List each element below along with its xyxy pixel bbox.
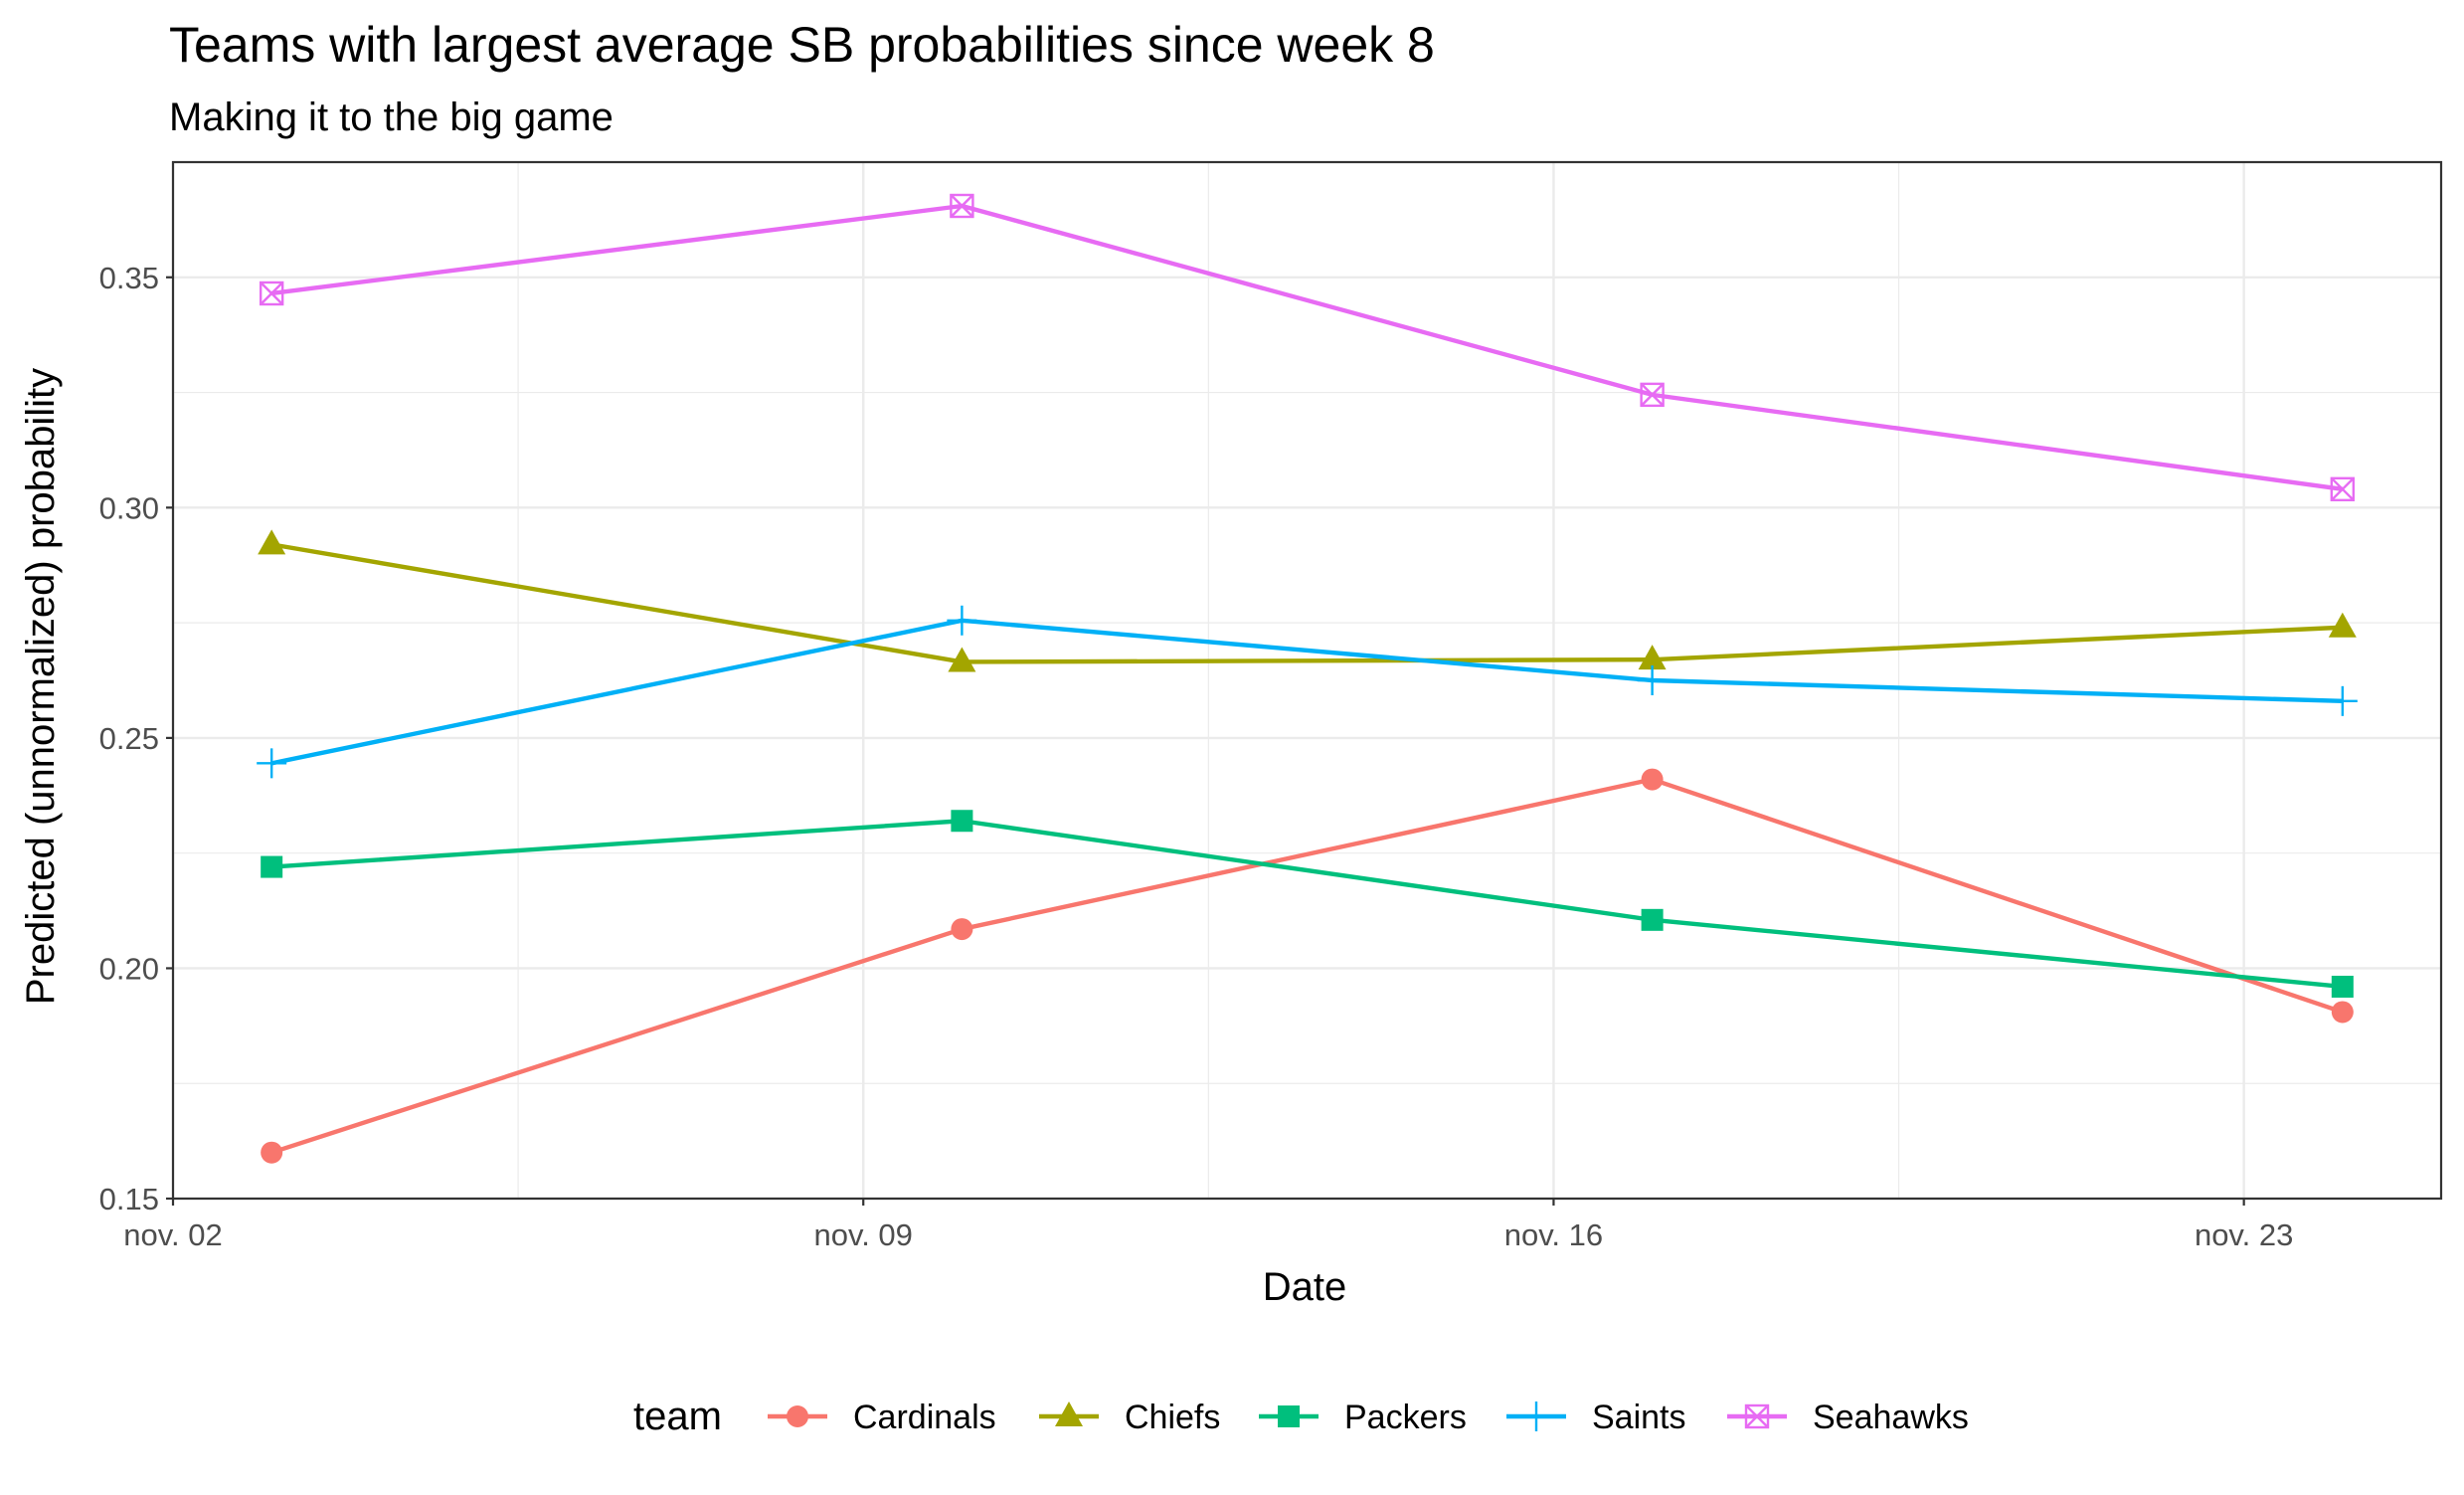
series-line-cardinals	[270, 777, 2344, 1155]
x-axis-title: Date	[1263, 1265, 1347, 1309]
y-tick-label: 0.35	[99, 261, 159, 295]
panel-border	[171, 160, 2443, 1201]
y-tick-label: 0.15	[99, 1182, 159, 1216]
data-point-chiefs	[2328, 612, 2357, 638]
series-line-seahawks	[270, 203, 2344, 491]
legend-label: Chiefs	[1125, 1399, 1220, 1436]
legend-key-marker	[1521, 1402, 1551, 1431]
legend-key-marker	[1744, 1403, 1770, 1429]
data-point-cardinals	[951, 918, 973, 941]
legend-items: Cardinals Chiefs Packers Saints Seahawks	[768, 1399, 1969, 1436]
x-tick-label: nov. 09	[814, 1217, 913, 1252]
legend-item-cardinals: Cardinals	[768, 1399, 996, 1436]
data-point-cardinals	[2331, 1001, 2354, 1024]
x-tick-label: nov. 23	[2195, 1217, 2293, 1252]
data-point-packers	[2331, 975, 2354, 998]
legend-label: Cardinals	[853, 1399, 996, 1436]
data-point-packers	[261, 855, 283, 878]
legend-key-marker	[1055, 1402, 1083, 1426]
legend-item-saints: Saints	[1506, 1399, 1686, 1436]
panel-background	[173, 162, 2441, 1199]
legend-item-chiefs: Chiefs	[1039, 1399, 1220, 1436]
chart-title: Teams with largest average SB probabilit…	[169, 17, 1435, 73]
x-tick-label: nov. 16	[1504, 1217, 1603, 1252]
y-axis-title: Predicted (unnormalized) probability	[19, 368, 63, 1005]
data-point-packers	[951, 810, 973, 833]
data-point-seahawks	[950, 193, 974, 219]
data-point-cardinals	[261, 1141, 283, 1164]
data-point-seahawks	[2330, 476, 2356, 502]
data-point-saints	[257, 748, 287, 779]
data-point-seahawks	[1640, 382, 1665, 408]
plot-panel	[171, 160, 2443, 1201]
series-line-packers	[271, 819, 2344, 990]
y-tick-label: 0.30	[99, 490, 159, 525]
data-point-saints	[1637, 665, 1668, 695]
data-point-cardinals	[1641, 768, 1664, 791]
y-tick-label: 0.25	[99, 721, 159, 756]
y-axis: 0.15 0.20 0.25 0.30 0.35	[99, 261, 173, 1216]
legend-item-packers: Packers	[1259, 1399, 1467, 1436]
series-line-saints	[270, 618, 2343, 766]
legend-label: Seahawks	[1813, 1399, 1969, 1436]
data-point-saints	[947, 605, 977, 636]
legend-item-seahawks: Seahawks	[1727, 1399, 1969, 1436]
data-point-saints	[2327, 685, 2358, 716]
minor-gridlines	[173, 162, 2441, 1199]
data-point-chiefs	[948, 647, 976, 672]
legend-label: Packers	[1344, 1399, 1467, 1436]
data-point-chiefs	[1638, 645, 1667, 670]
data-point-chiefs	[258, 529, 286, 555]
x-tick-label: nov. 02	[123, 1217, 222, 1252]
y-tick-label: 0.20	[99, 951, 159, 986]
legend-title: team	[633, 1395, 722, 1438]
series-points	[257, 193, 2358, 1164]
x-axis: nov. 02 nov. 09 nov. 16 nov. 23	[123, 1199, 2293, 1252]
legend-key-marker	[787, 1405, 808, 1427]
legend: team Cardinals Chiefs Packers Saints Seahawk…	[633, 1395, 1969, 1438]
series-lines	[270, 203, 2344, 1155]
series-line-chiefs	[270, 542, 2343, 664]
legend-key-marker	[1278, 1405, 1300, 1427]
chart-subtitle: Making it to the big game	[169, 95, 614, 139]
data-point-packers	[1641, 908, 1664, 931]
legend-label: Saints	[1592, 1399, 1686, 1436]
data-point-seahawks	[259, 280, 284, 306]
